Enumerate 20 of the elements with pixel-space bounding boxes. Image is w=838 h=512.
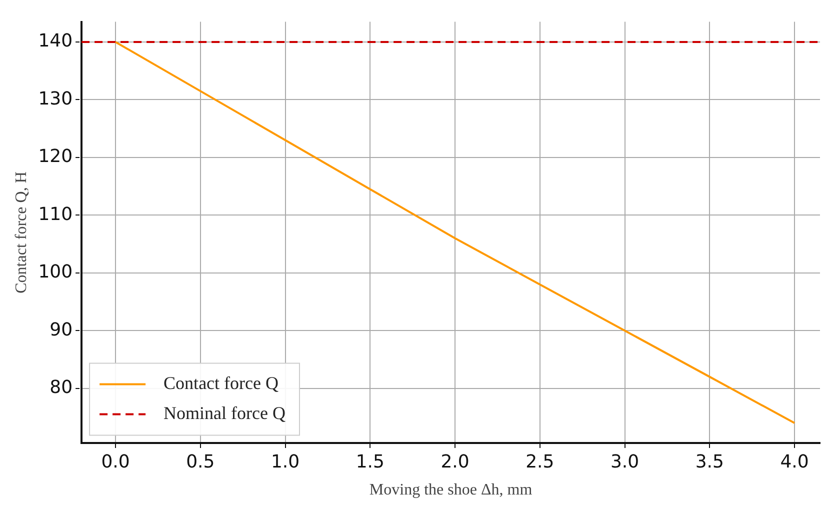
x-tick-label: 2.5 [526,452,554,473]
y-tick-label: 80 [50,377,73,398]
legend-label: Contact force Q [164,372,279,393]
x-tick-label: 0.5 [186,452,215,473]
y-tick-label: 120 [38,146,73,168]
y-tick-label: 140 [38,30,73,52]
x-axis-title: Moving the shoe Δh, mm [369,482,533,499]
x-tick-label: 1.0 [270,452,300,473]
x-tick-label: 2.0 [440,452,470,473]
y-tick-label: 100 [38,262,73,283]
y-axis-title: Contact force Q, H [12,171,30,294]
x-tick-label: 4.0 [780,452,809,473]
x-tick-label: 3.5 [695,452,724,473]
legend-label: Nominal force Q [164,402,286,423]
y-tick-label: 90 [50,319,73,340]
y-tick-label: 110 [38,204,73,225]
x-tick-label: 1.5 [356,452,384,473]
x-tick-label: 0.0 [101,452,130,473]
y-tick-label: 130 [38,88,73,110]
x-tick-label: 3.0 [610,452,640,473]
